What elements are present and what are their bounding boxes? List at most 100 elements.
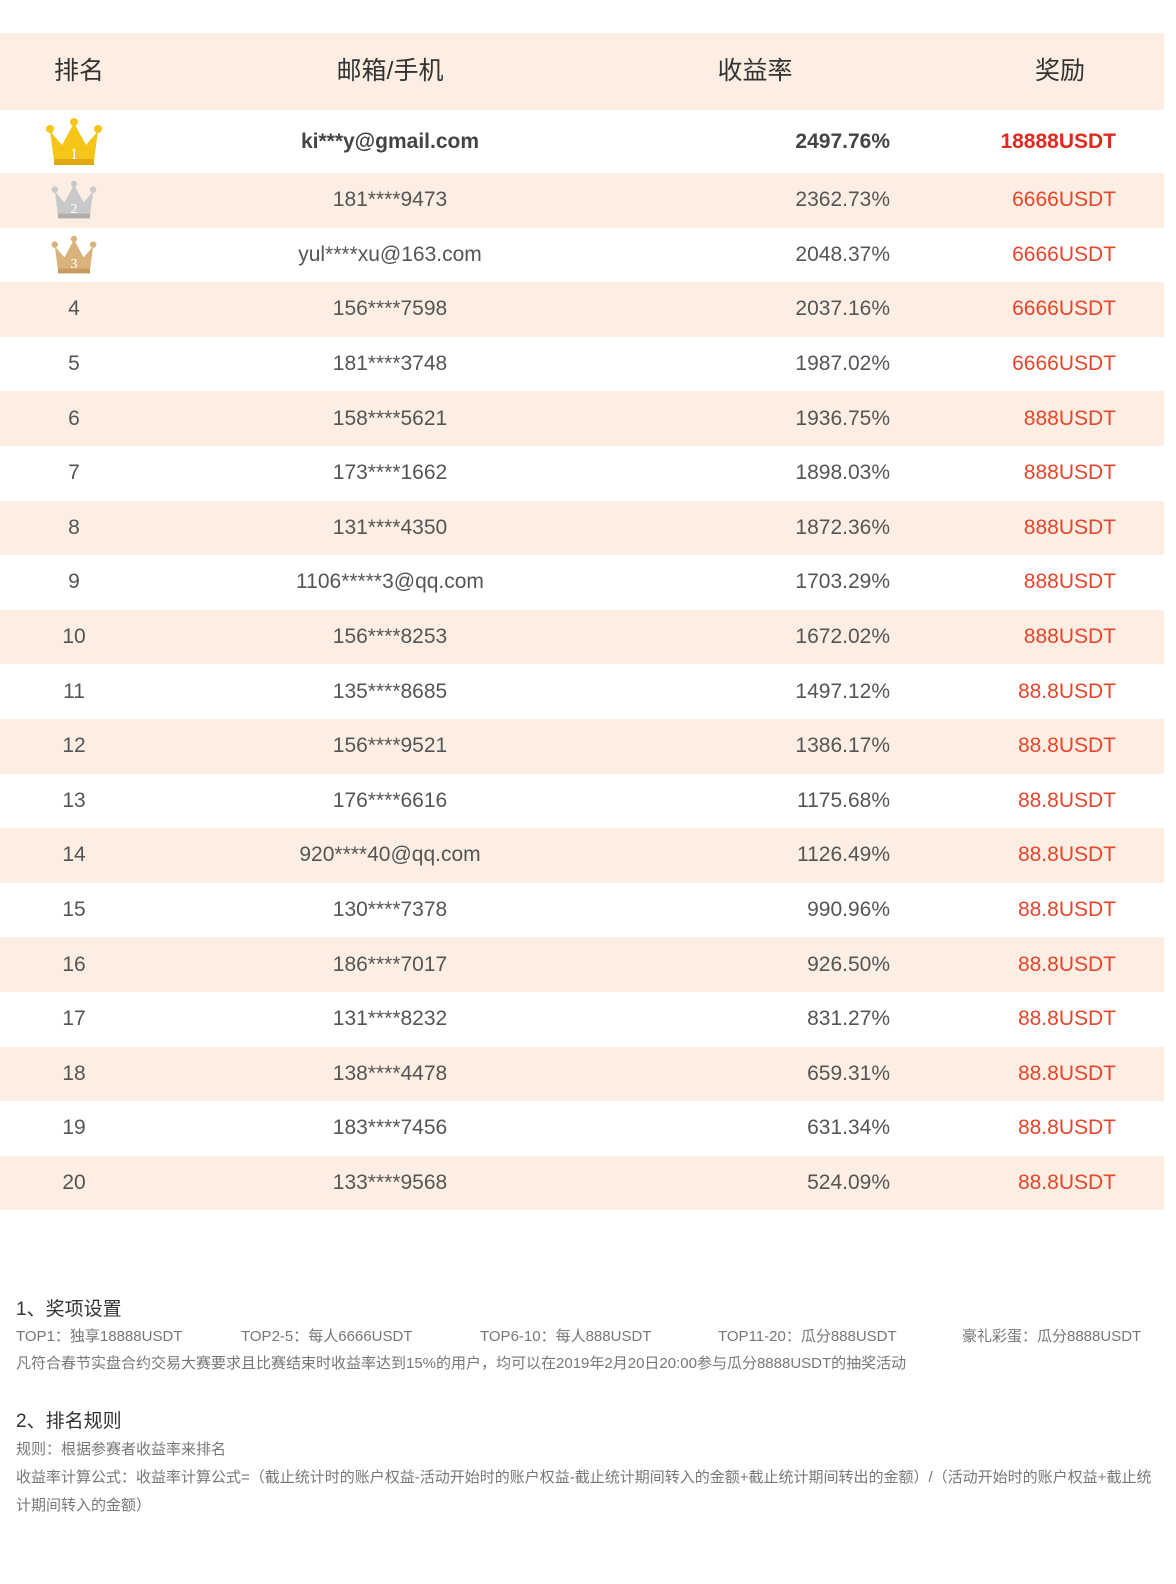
user-cell: 156****9521 [332,734,448,758]
table-row: 4 156****7598 2037.16% 6666USDT [0,282,1164,337]
rate-cell: 831.27% [620,992,890,1047]
rank-number: 1 [70,145,78,163]
prize-cell: 88.8USDT [1017,898,1116,922]
ranking-rule: 规则：根据参赛者收益率来排名 [16,1441,227,1458]
rank-number: 14 [62,843,86,867]
user-cell: 131****4350 [332,515,448,539]
rate-cell: 1126.49% [620,828,890,883]
table-row: 1 ki***y@gmail.com 2497.76% 18888USDT [0,110,1164,173]
rate-cell: 1497.12% [620,664,890,719]
rank-cell: 12 [20,719,128,774]
rate-value: 2362.73% [795,188,890,212]
table-header: 排名 邮箱/手机 收益率 奖励 [0,33,1164,110]
table-body: 1 ki***y@gmail.com 2497.76% 18888USDT 2 181**… [0,110,1164,1211]
rate-value: 1497.12% [795,679,890,703]
user-cell: 920****40@qq.com [299,843,481,867]
rank-number: 15 [62,898,86,922]
rank-cell: 11 [20,664,128,719]
table-row: 15 130****7378 990.96% 88.8USDT [0,883,1164,938]
awards-note: 凡符合春节实盘合约交易大赛要求且比赛结束时收益率达到15%的用户，均可以在201… [16,1355,907,1372]
rate-value: 831.27% [807,1007,890,1031]
prize-cell: 18888USDT [1000,129,1116,153]
rank-number: 16 [62,952,86,976]
rate-cell: 990.96% [620,883,890,938]
rank-cell: 20 [20,1156,128,1211]
table-row: 18 138****4478 659.31% 88.8USDT [0,1046,1164,1102]
rate-cell: 1175.68% [620,774,890,829]
user-cell: 173****1662 [332,461,448,485]
rank-number: 4 [68,297,80,321]
rate-value: 1175.68% [796,788,890,812]
rank-cell: 17 [20,992,128,1047]
prize-cell: 6666USDT [1012,297,1116,321]
rate-value: 1987.02% [795,352,890,376]
user-cell: yul****xu@163.com [298,242,482,266]
rank-number: 11 [63,679,85,703]
award-top1: TOP1：独享18888USDT [16,1328,183,1345]
rate-cell: 2362.73% [620,173,890,228]
table-row: 2 181****9473 2362.73% 6666USDT [0,173,1164,228]
prize-cell: 6666USDT [1012,242,1116,266]
rank-number: 5 [68,352,80,376]
award-top2-5: TOP2-5：每人6666USDT [241,1328,413,1345]
rank-cell: 10 [20,610,128,665]
rank-cell: 2 [20,173,128,228]
table-row: 10 156****8253 1672.02% 888USDT [0,609,1164,665]
rate-formula: 收益率计算公式：收益率计算公式=（截止统计时的账户权益-活动开始时的账户权益-截… [16,1469,1152,1514]
rank-number: 3 [70,256,78,272]
rank-number: 18 [62,1061,86,1085]
table-row: 11 135****8685 1497.12% 88.8USDT [0,664,1164,719]
rank-number: 12 [62,734,86,758]
award-top11-20: TOP11-20：瓜分888USDT [718,1328,897,1345]
rate-value: 1386.17% [795,734,890,758]
bronze-crown-icon: 3 [50,235,98,275]
table-row: 6 158****5621 1936.75% 888USDT [0,391,1164,446]
rank-cell: 4 [20,282,128,337]
user-cell: ki***y@gmail.com [300,129,480,153]
rank-number: 9 [68,570,80,594]
prize-cell: 888USDT [1023,461,1116,485]
prize-cell: 888USDT [1023,570,1116,594]
rate-cell: 524.09% [620,1156,890,1211]
award-tiers: TOP1：独享18888USDT TOP2-5：每人6666USDT TOP6-… [16,1324,1166,1350]
rank-cell: 5 [20,337,128,392]
rate-cell: 1898.03% [620,446,890,501]
rank-number: 8 [68,515,80,539]
leaderboard-table: 排名 邮箱/手机 收益率 奖励 1 ki***y@gmail.com 2497.76… [0,33,1164,1211]
rank-cell: 9 [20,555,128,610]
header-user: 邮箱/手机 [336,57,444,85]
user-cell: 181****3748 [332,352,448,376]
rate-value: 1898.03% [795,461,890,485]
rank-number: 6 [68,406,80,430]
prize-cell: 6666USDT [1012,352,1116,376]
rank-cell: 6 [20,391,128,446]
rank-cell: 8 [20,501,128,556]
table-row: 16 186****7017 926.50% 88.8USDT [0,937,1164,992]
table-row: 12 156****9521 1386.17% 88.8USDT [0,718,1164,774]
rate-cell: 631.34% [620,1101,890,1156]
header-rank: 排名 [53,57,104,85]
rank-cell: 18 [20,1047,128,1102]
prize-cell: 88.8USDT [1017,1116,1116,1140]
rate-cell: 1872.36% [620,501,890,556]
award-bonus: 豪礼彩蛋：瓜分8888USDT [962,1328,1142,1345]
user-cell: 186****7017 [332,952,448,976]
table-row: 3 yul****xu@163.com 2048.37% 6666USDT [0,228,1164,283]
rank-number: 7 [68,461,80,485]
table-row: 13 176****6616 1175.68% 88.8USDT [0,774,1164,829]
table-row: 20 133****9568 524.09% 88.8USDT [0,1155,1164,1211]
user-cell: 130****7378 [332,898,448,922]
prize-cell: 888USDT [1023,625,1116,649]
rate-cell: 2497.76% [620,110,890,173]
user-cell: 156****8253 [332,625,448,649]
rate-value: 631.34% [807,1116,890,1140]
rank-number: 19 [62,1116,86,1140]
rate-cell: 659.31% [620,1047,890,1102]
rank-cell: 19 [20,1101,128,1156]
rank-cell: 7 [20,446,128,501]
rate-value: 2048.37% [795,242,890,266]
rate-value: 1672.02% [795,625,890,649]
rank-cell: 15 [20,883,128,938]
table-row: 7 173****1662 1898.03% 888USDT [0,446,1164,501]
user-cell: 183****7456 [332,1116,448,1140]
